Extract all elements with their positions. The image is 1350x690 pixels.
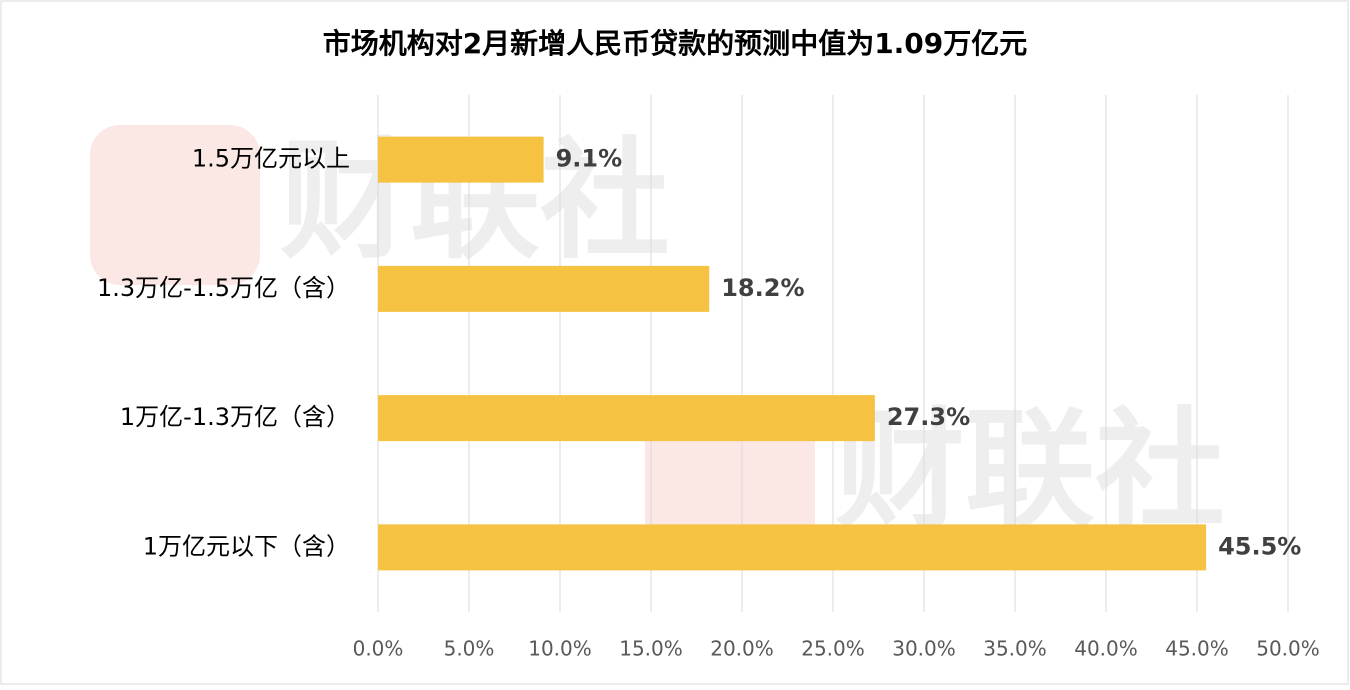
x-tick-label: 25.0% <box>801 637 865 661</box>
value-label: 18.2% <box>721 274 804 302</box>
y-tick-label: 1.5万亿元以上 <box>192 145 350 173</box>
bar <box>378 395 875 442</box>
y-tick-label: 1万亿-1.3万亿（含） <box>120 403 350 431</box>
bar <box>378 524 1207 571</box>
chart-title: 市场机构对2月新增人民币贷款的预测中值为1.09万亿元 <box>323 27 1028 60</box>
value-label: 9.1% <box>556 145 623 173</box>
x-tick-label: 35.0% <box>983 637 1047 661</box>
x-tick-label: 0.0% <box>353 637 404 661</box>
x-tick-label: 30.0% <box>892 637 956 661</box>
bar <box>378 265 710 312</box>
x-tick-label: 10.0% <box>528 637 592 661</box>
value-label: 27.3% <box>887 403 970 431</box>
x-tick-label: 50.0% <box>1256 637 1320 661</box>
y-tick-label: 1万亿元以下（含） <box>143 532 350 560</box>
x-tick-label: 45.0% <box>1165 637 1229 661</box>
y-tick-label: 1.3万亿-1.5万亿（含） <box>97 274 350 302</box>
x-tick-label: 20.0% <box>710 637 774 661</box>
x-tick-label: 40.0% <box>1074 637 1138 661</box>
bar <box>378 136 544 183</box>
value-label: 45.5% <box>1218 532 1301 560</box>
watermark-logo <box>90 125 260 285</box>
x-tick-label: 5.0% <box>444 637 495 661</box>
x-tick-label: 15.0% <box>619 637 683 661</box>
watermark-text: 财联社 <box>835 395 1225 547</box>
